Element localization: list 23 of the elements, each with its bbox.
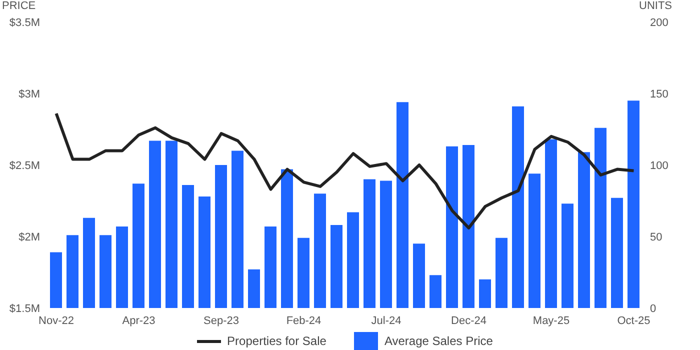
y2-tick-label: 50 — [650, 231, 662, 244]
line-series — [54, 112, 636, 230]
y-axis-title: PRICE — [2, 0, 36, 12]
y-tick-label: $1.5M — [9, 302, 40, 315]
y2-axis-title: UNITS — [639, 0, 672, 12]
legend-label: Properties for Sale — [227, 334, 326, 348]
x-tick-label: May-25 — [532, 314, 570, 327]
x-tick-label: Feb-24 — [286, 314, 322, 327]
y2-tick-label: 0 — [650, 302, 656, 315]
y2-tick-label: 150 — [650, 88, 668, 100]
x-tick-label: Sep-23 — [204, 314, 239, 327]
y-tick-label: $2M — [18, 231, 40, 244]
y2-tick-label: 200 — [650, 16, 668, 29]
x-tick-label: Nov-22 — [38, 314, 74, 327]
legend-label: Average Sales Price — [384, 334, 493, 348]
y-tick-label: $3.5M — [9, 16, 40, 29]
x-tick-label: Dec-24 — [451, 314, 486, 327]
y-tick-label: $2.5M — [9, 160, 40, 172]
x-tick-label: Oct-25 — [617, 314, 650, 327]
y-tick-label: $3M — [18, 88, 40, 100]
y2-tick-label: 100 — [650, 160, 668, 172]
x-tick-label: Apr-23 — [122, 314, 156, 327]
x-tick-label: Jul-24 — [371, 314, 402, 327]
